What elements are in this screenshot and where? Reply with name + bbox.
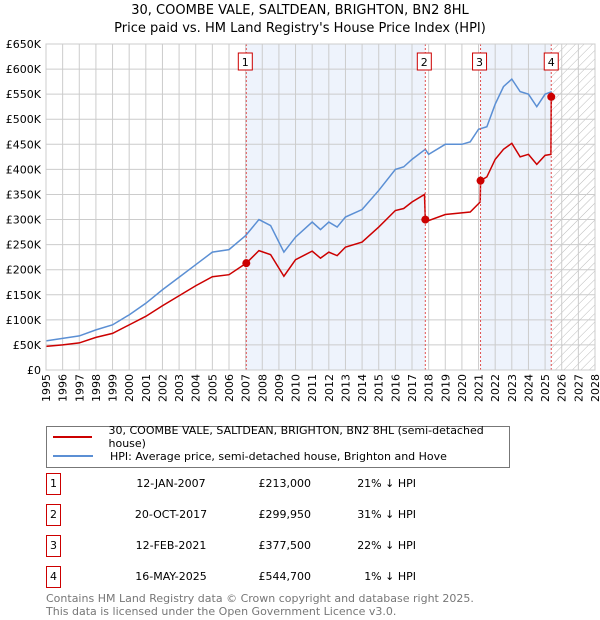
sale-price: £544,700 [258, 570, 312, 583]
x-tick-label: 1998 [90, 374, 103, 402]
x-tick-label: 2009 [273, 374, 286, 402]
y-tick-label: £500K [6, 113, 42, 126]
sale-row: 1 12-JAN-2007 £213,000 21% ↓ HPI [46, 473, 446, 495]
sale-point [476, 176, 485, 185]
sale-number-badge: 4 [46, 566, 61, 588]
x-tick-label: 1995 [40, 374, 53, 402]
legend-swatch-red [53, 436, 92, 438]
y-tick-label: £450K [6, 138, 42, 151]
sale-hpi-diff: 1% ↓ HPI [364, 570, 416, 583]
chart-subtitle: Price paid vs. HM Land Registry's House … [114, 21, 486, 36]
x-tick-label: 2023 [506, 374, 519, 402]
y-tick-label: £350K [6, 188, 42, 201]
sale-row: 4 16-MAY-2025 £544,700 1% ↓ HPI [46, 566, 446, 588]
sale-label-box [543, 52, 559, 71]
sale-label-box [472, 52, 488, 71]
x-tick-label: 2016 [389, 374, 402, 402]
x-tick-label: 2018 [423, 374, 436, 402]
sale-label: 1 [242, 56, 249, 69]
x-tick-label: 2003 [173, 374, 186, 402]
sale-row: 2 20-OCT-2017 £299,950 31% ↓ HPI [46, 504, 446, 526]
x-tick-label: 2014 [356, 374, 369, 402]
x-tick-label: 2001 [140, 374, 153, 402]
sale-price: £213,000 [258, 477, 312, 490]
legend-label: 30, COOMBE VALE, SALTDEAN, BRIGHTON, BN2… [108, 424, 484, 450]
sale-label-box [237, 52, 253, 71]
x-tick-label: 2004 [190, 374, 203, 402]
x-tick-label: 2017 [406, 374, 419, 402]
sale-price: £299,950 [258, 508, 312, 521]
x-tick-label: 2022 [489, 374, 502, 402]
legend: 30, COOMBE VALE, SALTDEAN, BRIGHTON, BN2… [46, 424, 510, 468]
legend-item-property: 30, COOMBE VALE, SALTDEAN, BRIGHTON, BN2… [47, 424, 509, 450]
footer-line-2: This data is licensed under the Open Gov… [46, 605, 397, 618]
x-tick-label: 2024 [522, 374, 535, 402]
sale-point [547, 92, 556, 101]
y-tick-label: £250K [6, 239, 42, 252]
sale-date: 20-OCT-2017 [134, 508, 208, 521]
hpi-line [45, 77, 553, 342]
sale-label: 4 [548, 56, 555, 69]
x-tick-label: 2012 [323, 374, 336, 402]
sale-price: £377,500 [258, 539, 312, 552]
y-tick-label: £650K [6, 38, 42, 51]
price-chart: 1 2 3 4 1995 1996 1997 1998 1999 2000 2001 2002 2003… [6, 38, 600, 402]
legend-swatch-blue [53, 455, 93, 457]
y-tick-label: £100K [6, 314, 42, 327]
sale-number-badge: 2 [46, 504, 61, 526]
x-tick-label: 2027 [572, 374, 585, 402]
shaded-ownership-period [480, 44, 552, 370]
y-tick-label: £0 [27, 364, 41, 377]
y-tick-label: £150K [6, 289, 42, 302]
y-tick-label: £200K [6, 264, 42, 277]
y-tick-label: £550K [6, 88, 42, 101]
sale-label: 2 [421, 56, 428, 69]
footer: Contains HM Land Registry data © Crown c… [46, 592, 474, 618]
x-tick-label: 2011 [306, 374, 319, 402]
x-tick-label: 2028 [589, 374, 600, 402]
x-tick-label: 2015 [373, 374, 386, 402]
sale-label: 3 [476, 56, 483, 69]
x-tick-label: 2005 [206, 374, 219, 402]
plot-border [45, 43, 596, 371]
x-tick-label: 2026 [556, 374, 569, 402]
y-tick-label: £400K [6, 163, 42, 176]
y-tick-label: £300K [6, 214, 42, 227]
forecast-hatch [551, 44, 595, 370]
x-tick-label: 2006 [223, 374, 236, 402]
chart-title: 30, COOMBE VALE, SALTDEAN, BRIGHTON, BN2… [131, 3, 469, 18]
x-tick-label: 2021 [473, 374, 486, 402]
x-tick-label: 2007 [240, 374, 253, 402]
x-tick-label: 1996 [57, 374, 70, 402]
footer-line-1: Contains HM Land Registry data © Crown c… [46, 592, 474, 605]
sale-date: 12-JAN-2007 [136, 477, 206, 490]
x-tick-label: 2019 [439, 374, 452, 402]
y-tick-label: £50K [13, 339, 42, 352]
sale-date: 16-MAY-2025 [135, 570, 207, 583]
legend-label: HPI: Average price, semi-detached house,… [110, 449, 447, 463]
x-tick-label: 1997 [73, 374, 86, 402]
sale-hpi-diff: 31% ↓ HPI [357, 508, 416, 521]
sale-point [421, 215, 430, 224]
x-tick-label: 2002 [156, 374, 169, 402]
sale-hpi-diff: 22% ↓ HPI [357, 539, 416, 552]
x-tick-label: 2020 [456, 374, 469, 402]
y-tick-label: £600K [6, 63, 42, 76]
sale-number-badge: 3 [46, 535, 61, 557]
sale-label-box [416, 52, 432, 71]
x-tick-label: 2008 [256, 374, 269, 402]
x-tick-label: 2013 [339, 374, 352, 402]
x-tick-label: 2000 [123, 374, 136, 402]
sale-number-badge: 1 [46, 473, 61, 495]
sale-row: 3 12-FEB-2021 £377,500 22% ↓ HPI [46, 535, 446, 557]
property-price-line [45, 96, 552, 348]
x-tick-label: 1999 [107, 374, 120, 402]
sale-hpi-diff: 21% ↓ HPI [357, 477, 416, 490]
x-tick-label: 2025 [539, 374, 552, 402]
x-tick-label: 2010 [290, 374, 303, 402]
sale-date: 12-FEB-2021 [135, 539, 207, 552]
legend-item-hpi: HPI: Average price, semi-detached house,… [47, 447, 447, 465]
shaded-ownership-period [246, 44, 426, 370]
sale-point [242, 259, 251, 268]
